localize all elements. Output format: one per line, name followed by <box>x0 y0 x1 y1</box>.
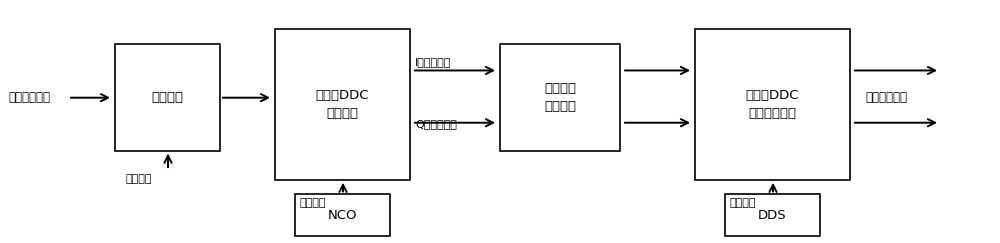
Text: 高速串行
通信传输: 高速串行 通信传输 <box>544 82 576 113</box>
Text: 混频系数: 混频系数 <box>730 198 757 208</box>
Text: 混频频率: 混频频率 <box>300 198 326 208</box>
Text: 第一次DDC
抽取滤波: 第一次DDC 抽取滤波 <box>316 89 369 120</box>
Text: 采样频率: 采样频率 <box>126 174 152 184</box>
Text: 第二次DDC
级联抽取滤波: 第二次DDC 级联抽取滤波 <box>746 89 799 120</box>
Text: 模数转换: 模数转换 <box>152 91 184 104</box>
Text: 窄带信号输出: 窄带信号输出 <box>865 91 907 104</box>
Bar <box>695 29 850 180</box>
Bar <box>295 194 390 236</box>
Text: Q路数字信号: Q路数字信号 <box>415 119 457 129</box>
Text: NCO: NCO <box>328 208 357 222</box>
Text: 射频回波信号: 射频回波信号 <box>8 91 50 104</box>
Bar <box>115 44 220 151</box>
Text: DDS: DDS <box>758 208 787 222</box>
Text: I路数字信号: I路数字信号 <box>415 57 451 67</box>
Bar <box>500 44 620 151</box>
Bar <box>725 194 820 236</box>
Bar <box>275 29 410 180</box>
